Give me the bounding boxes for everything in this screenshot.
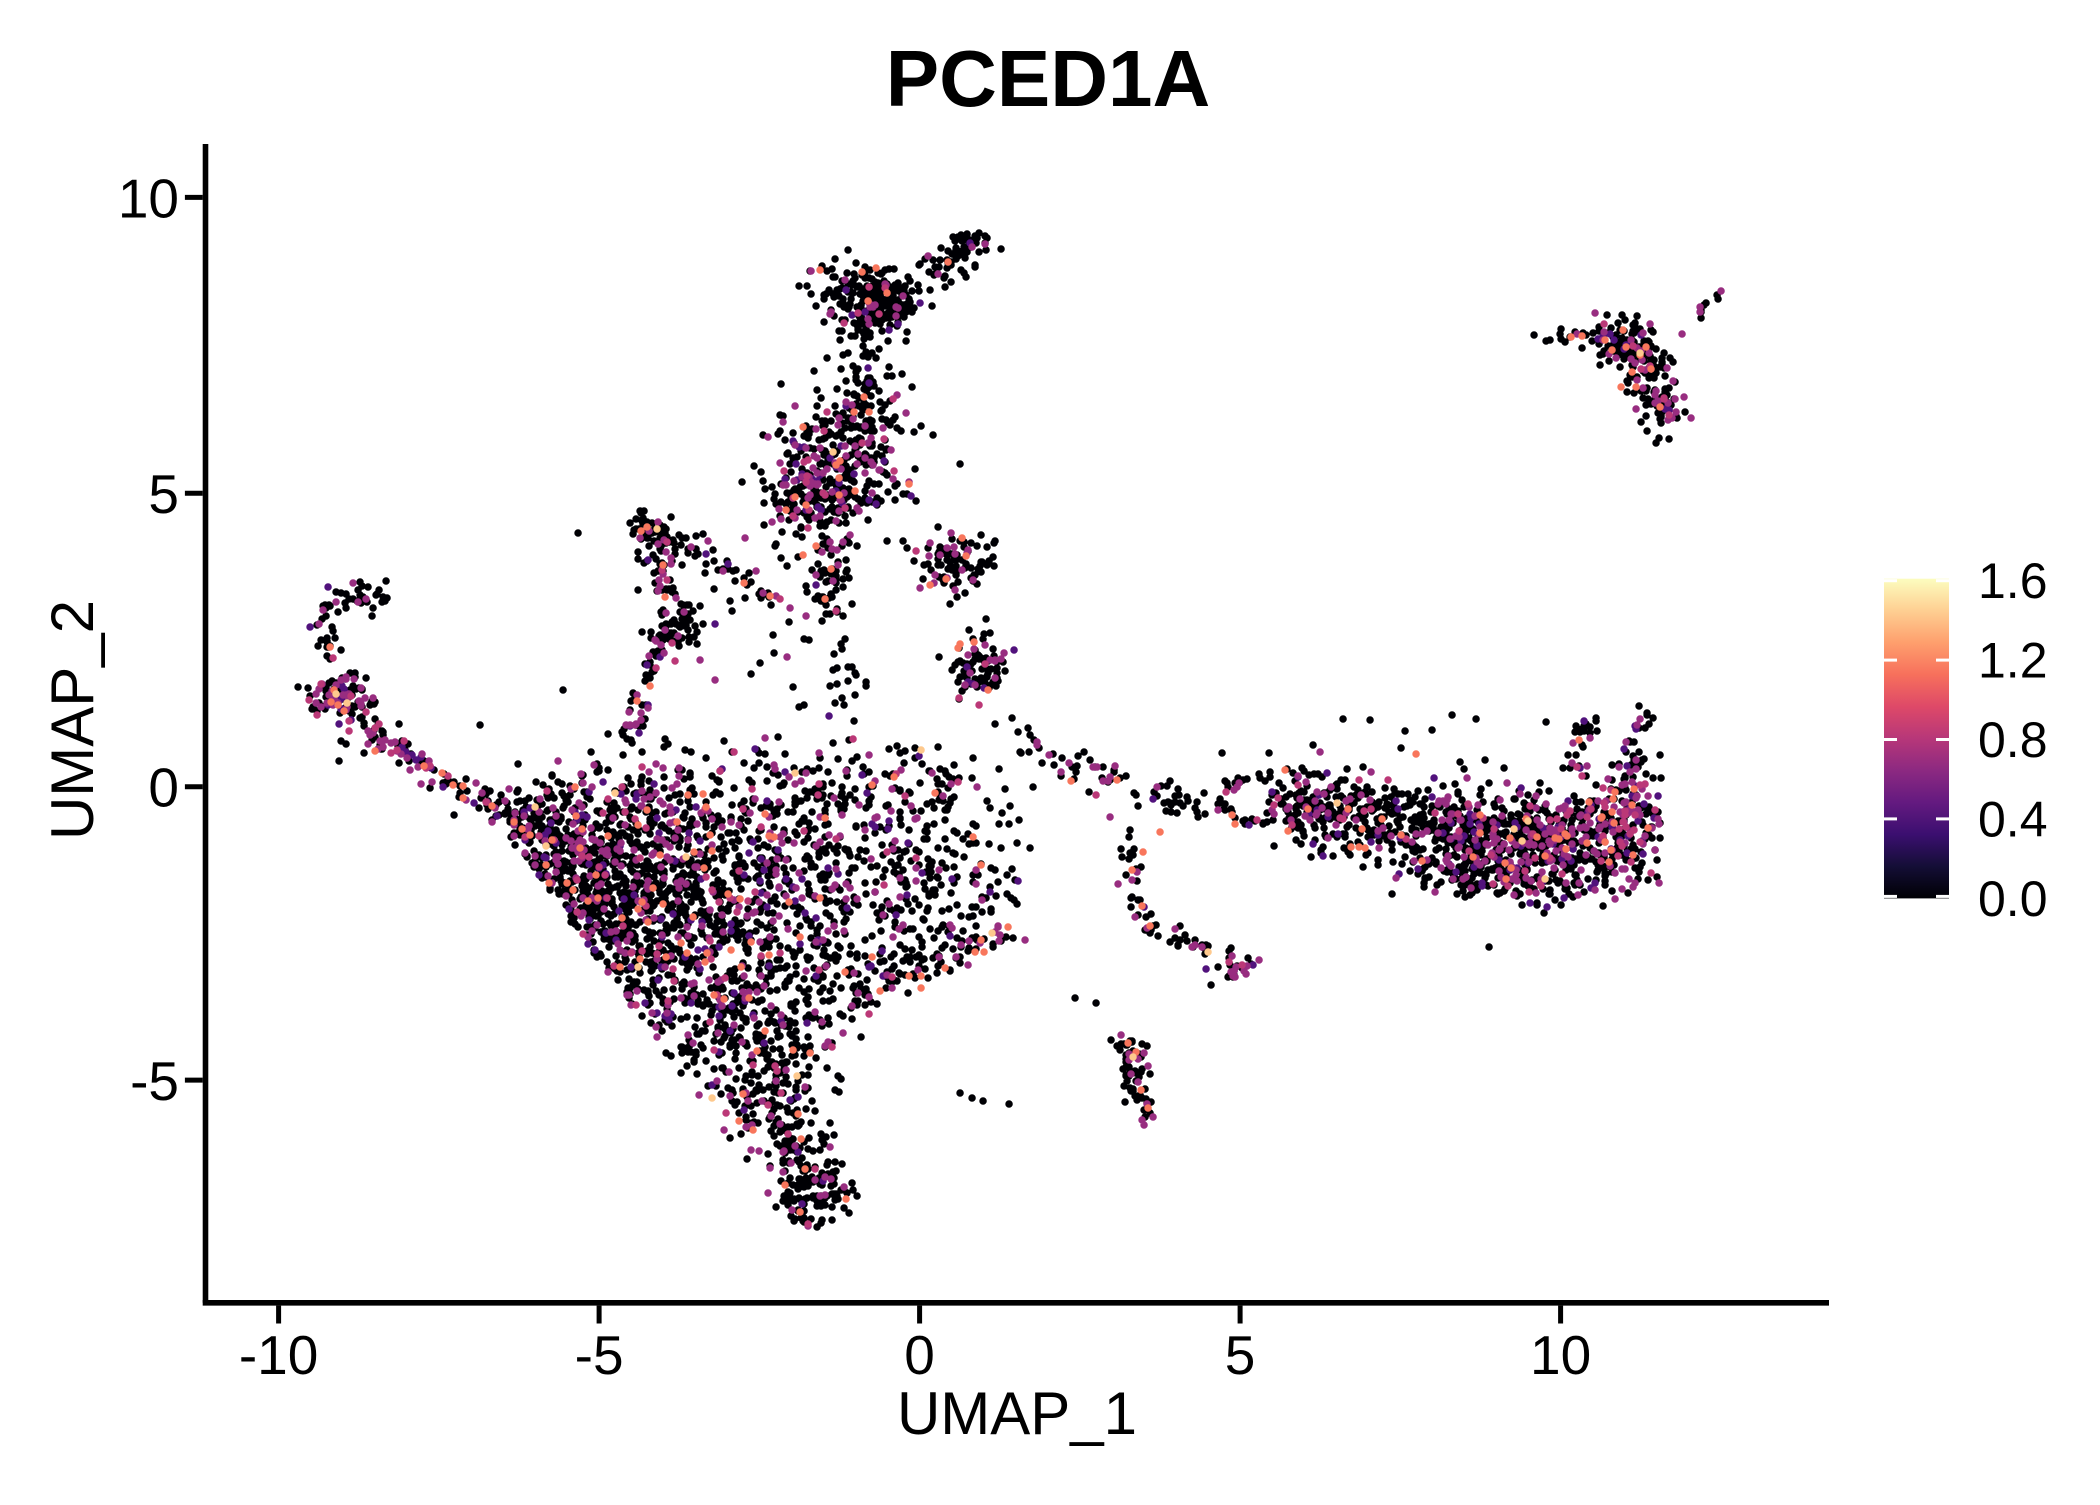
svg-text:0: 0 [148, 757, 179, 819]
svg-text:5: 5 [1225, 1324, 1256, 1386]
svg-text:PCED1A: PCED1A [886, 34, 1211, 123]
svg-text:10: 10 [118, 167, 179, 229]
svg-text:UMAP_2: UMAP_2 [39, 600, 106, 840]
svg-text:10: 10 [1530, 1324, 1591, 1386]
svg-text:1.6: 1.6 [1978, 553, 2048, 609]
svg-text:-10: -10 [239, 1324, 319, 1386]
svg-text:UMAP_1: UMAP_1 [897, 1380, 1137, 1447]
svg-text:-5: -5 [130, 1050, 179, 1112]
svg-text:0.0: 0.0 [1978, 871, 2048, 927]
svg-text:-5: -5 [575, 1324, 624, 1386]
svg-text:0.8: 0.8 [1978, 712, 2048, 768]
svg-text:1.2: 1.2 [1978, 633, 2048, 689]
svg-text:5: 5 [148, 463, 179, 525]
svg-text:0.4: 0.4 [1978, 792, 2048, 848]
svg-text:0: 0 [904, 1324, 935, 1386]
